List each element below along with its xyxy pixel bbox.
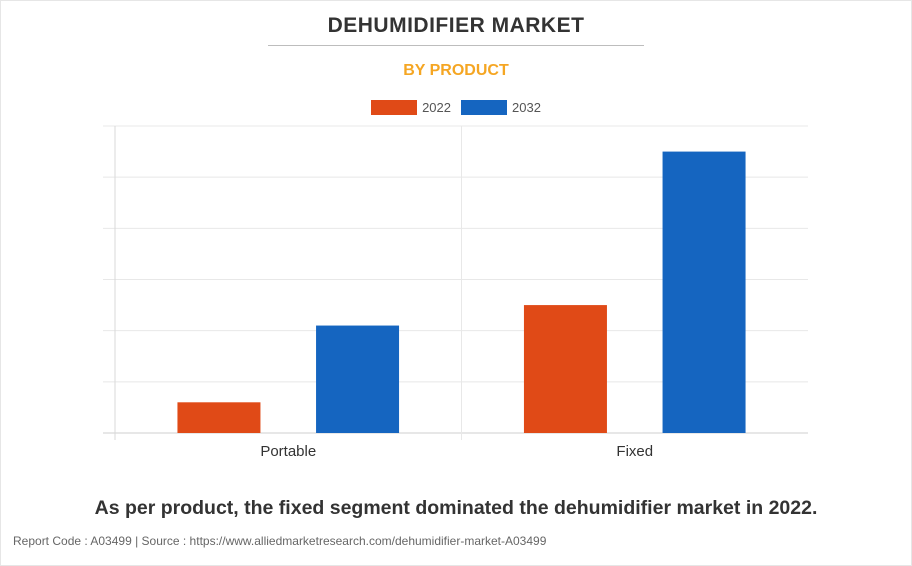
legend-item-2032[interactable]: 2032 (461, 100, 541, 115)
chart-caption: As per product, the fixed segment domina… (94, 497, 818, 519)
legend-label-2022: 2022 (422, 100, 451, 115)
bar-fixed-2032 (662, 151, 746, 434)
chart-subtitle: BY PRODUCT (403, 62, 509, 79)
bar-fixed-2022 (523, 305, 607, 433)
chart-title: DEHUMIDIFIER MARKET (327, 14, 585, 37)
x-tick-label: Fixed (616, 443, 653, 460)
legend-item-2022[interactable]: 2022 (371, 100, 451, 115)
chart-legend: 2022 2032 (0, 100, 912, 115)
title-divider (268, 45, 644, 46)
source-footer: Report Code : A03499 | Source : https://… (13, 534, 547, 548)
x-tick-label: Portable (260, 443, 316, 460)
legend-swatch-2022 (371, 100, 418, 115)
legend-label-2032: 2032 (512, 100, 541, 115)
bar-portable-2032 (316, 325, 400, 433)
legend-swatch-2032 (461, 100, 507, 115)
bar-portable-2022 (177, 402, 261, 433)
